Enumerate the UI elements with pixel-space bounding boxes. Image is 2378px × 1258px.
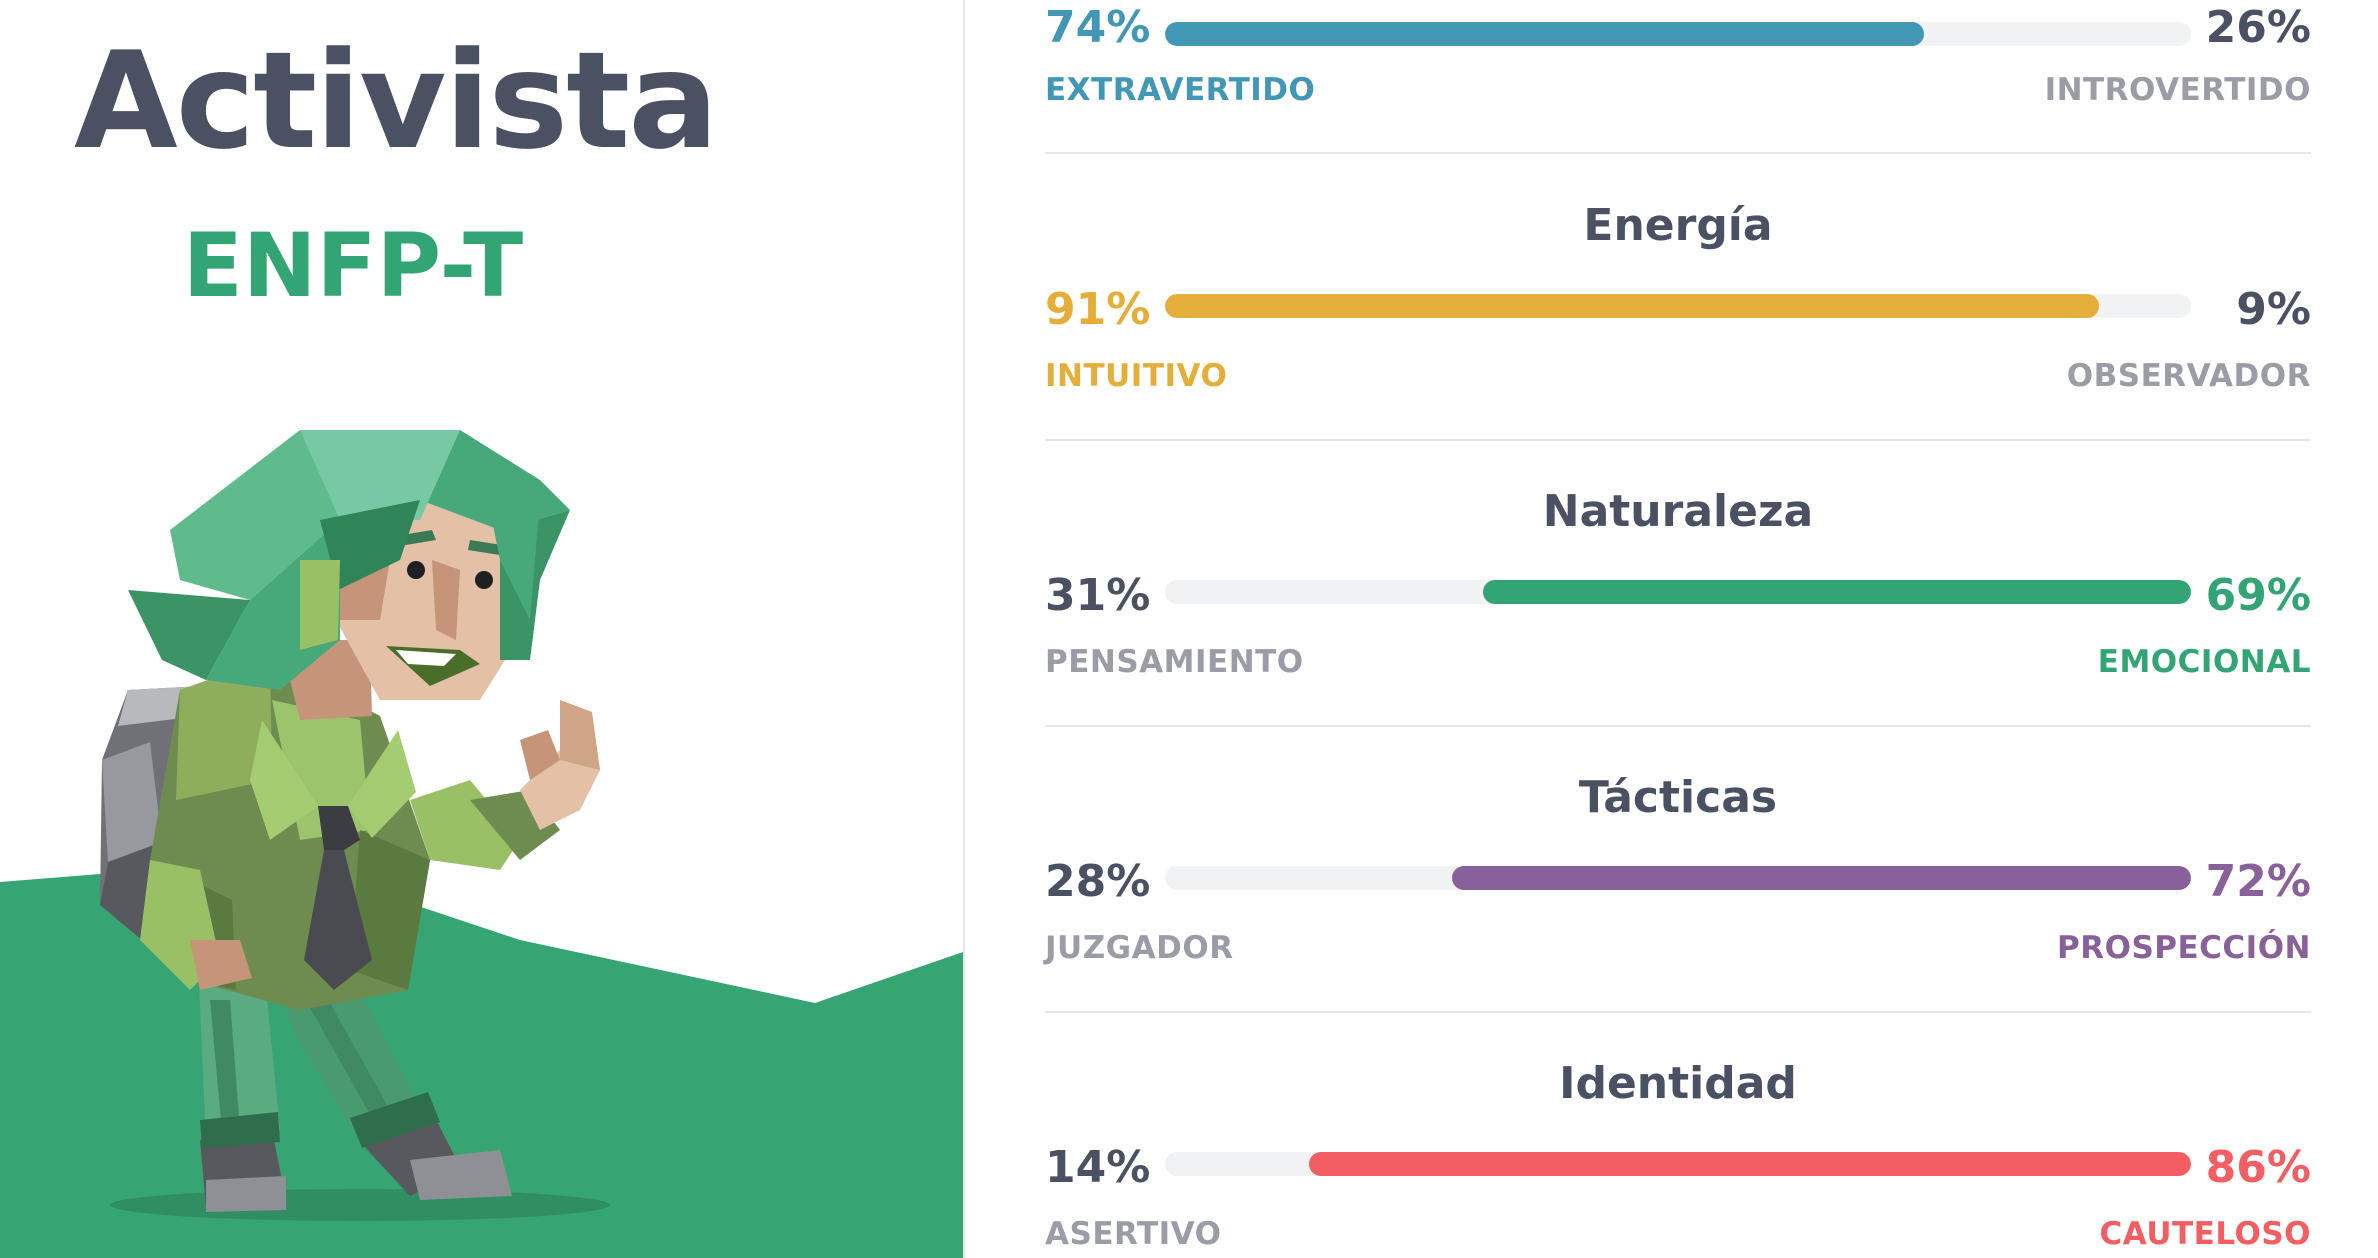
trait-right-percent: 9% [2236, 284, 2311, 335]
trait-left-percent: 28% [1045, 856, 1151, 907]
trait-separator [1045, 725, 2311, 727]
trait-right-label: INTROVERTIDO [2044, 72, 2311, 108]
trait-bar-fill [1452, 866, 2191, 890]
trait-left-percent: 91% [1045, 284, 1151, 335]
trait-title: Identidad [1559, 1058, 1797, 1109]
trait-left-percent: 74% [1045, 2, 1151, 53]
trait-bar [1165, 1152, 2191, 1176]
trait-left-label: JUZGADOR [1045, 930, 1234, 966]
trait-bar-fill [1165, 294, 2099, 318]
trait-identity: Identidad 14% 86% ASERTIVO CAUTELOSO [1045, 858, 2311, 1252]
trait-energy: Energía 91% 9% INTUITIVO OBSERVADOR [1045, 0, 2311, 441]
trait-right-label: PROSPECCIÓN [2057, 930, 2311, 966]
trait-right-percent: 86% [2205, 1142, 2311, 1193]
trait-bar [1165, 22, 2191, 46]
trait-tactics: Tácticas 28% 72% JUZGADOR PROSPECCIÓN [1045, 572, 2311, 1013]
trait-bar-fill [1483, 580, 2191, 604]
trait-right-percent: 26% [2205, 2, 2311, 53]
trait-right-label: CAUTELOSO [2099, 1216, 2311, 1252]
type-code: ENFP-T [182, 214, 524, 317]
trait-bar-fill [1308, 1152, 2191, 1176]
type-name: Activista [74, 23, 719, 179]
trait-left-percent: 31% [1045, 570, 1151, 621]
trait-right-label: EMOCIONAL [2097, 644, 2311, 680]
trait-nature: Naturaleza 31% 69% PENSAMIENTO EMOCIONAL [1045, 286, 2311, 727]
trait-separator [1045, 152, 2311, 154]
trait-separator [1045, 439, 2311, 441]
trait-bar-fill [1165, 22, 1925, 46]
trait-right-percent: 72% [2205, 856, 2311, 907]
trait-left-label: INTUITIVO [1045, 358, 1228, 394]
trait-separator [1045, 1011, 2311, 1013]
trait-bar [1165, 580, 2191, 604]
activist-character-illustration [100, 430, 610, 1221]
trait-bar [1165, 866, 2191, 890]
trait-title: Energía [1583, 200, 1773, 251]
trait-title: Tácticas [1578, 772, 1778, 823]
trait-left-label: PENSAMIENTO [1045, 644, 1304, 680]
trait-left-label: EXTRAVERTIDO [1045, 72, 1316, 108]
trait-bar [1165, 294, 2191, 318]
trait-right-label: OBSERVADOR [2066, 358, 2311, 394]
trait-left-label: ASERTIVO [1045, 1216, 1222, 1252]
trait-title: Naturaleza [1542, 486, 1814, 537]
panel-divider [963, 0, 965, 1258]
traits-panel: 74% 26% EXTRAVERTIDO INTROVERTIDO Energí… [965, 0, 2378, 1258]
profile-panel: Activista ENFP-T [0, 0, 963, 1258]
trait-left-percent: 14% [1045, 1142, 1151, 1193]
trait-right-percent: 69% [2205, 570, 2311, 621]
